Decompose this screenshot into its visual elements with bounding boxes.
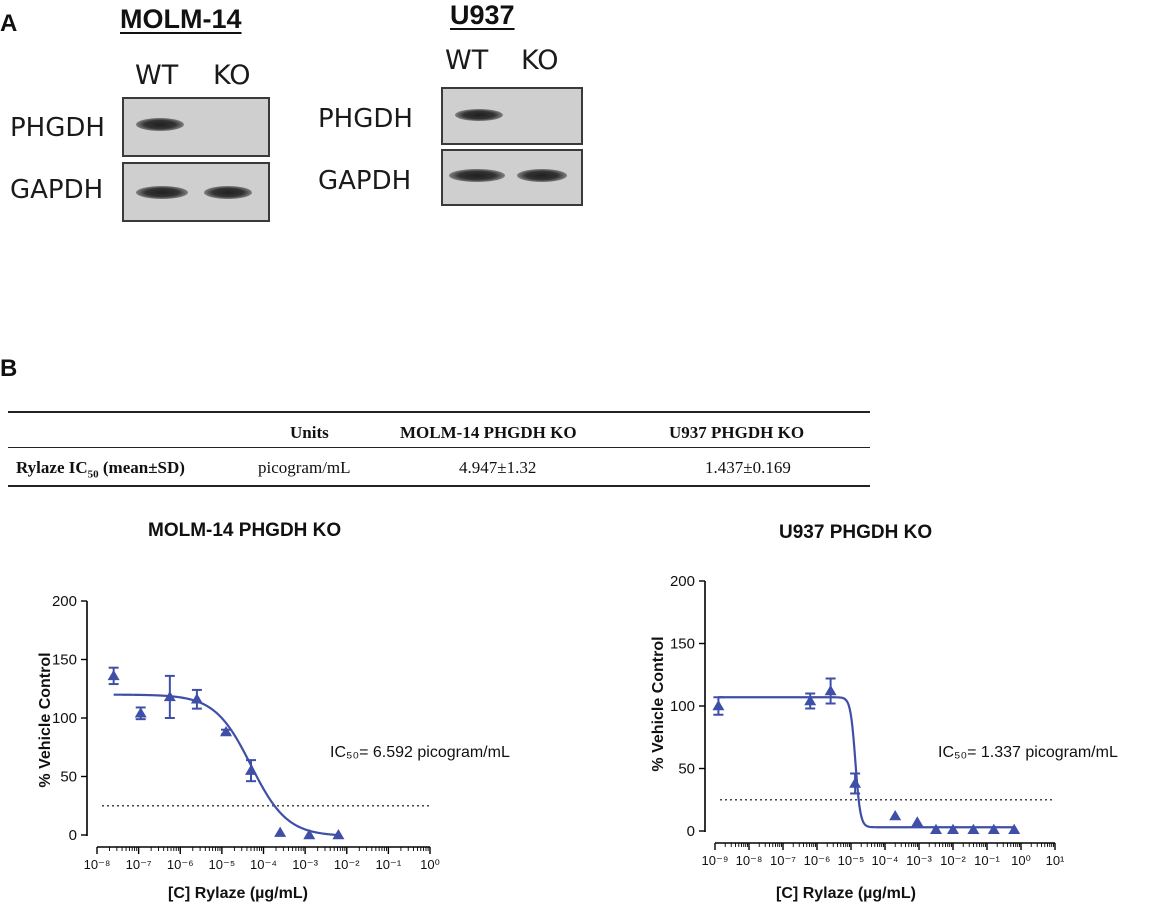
row-label-main: Rylaze IC (16, 458, 88, 477)
panel-b-letter: B (0, 355, 18, 382)
y-tick-label: 150 (670, 636, 695, 653)
y-tick-label: 50 (60, 769, 77, 786)
chart-title-molm14: MOLM-14 PHGDH KO (148, 520, 342, 541)
band (449, 169, 505, 182)
data-point (930, 823, 942, 834)
x-tick-label: 10¹ (1046, 853, 1065, 868)
x-tick-label: 10⁻¹ (376, 857, 402, 872)
lane-label-wt: WT (445, 45, 489, 76)
data-point (107, 669, 120, 681)
dose-response-chart-molm14: 0 50 100 150 200 10⁻⁸ 10⁻⁷ 10⁻⁶ 10⁻⁵ 10⁻⁴ 10⁻³ 10⁻²… (37, 593, 510, 902)
x-tick-label: 10⁻⁸ (736, 853, 763, 868)
table-row-label: Rylaze IC50 (mean±SD) (16, 458, 185, 480)
band (455, 109, 503, 121)
blot-title-u937: U937 (450, 0, 515, 30)
lane-label-wt: WT (135, 60, 179, 91)
x-tick-label: 10⁻⁹ (702, 853, 729, 868)
x-tick-label: 10⁰ (1011, 853, 1031, 868)
x-tick-label: 10⁻² (940, 853, 966, 868)
band (136, 186, 188, 199)
y-tick-label: 0 (69, 827, 77, 844)
data-point (987, 823, 1000, 834)
table-cell-u937: 1.437±0.169 (705, 458, 791, 477)
chart-title-u937: U937 PHGDH KO (779, 522, 933, 543)
row-label-sub: 50 (87, 468, 99, 481)
dose-response-chart-u937: 0 50 100 150 200 10⁻⁹ 10⁻⁸ 10⁻⁷ 10⁻⁶ 10⁻⁵ 10⁻⁴ 10⁻³… (650, 573, 1118, 902)
x-tick-label: 10⁰ (420, 857, 440, 872)
ic50-annotation: IC₅₀= 6.592 picogram/mL (330, 744, 510, 761)
table-cell-units: picogram/mL (258, 458, 351, 477)
x-tick-label: 10⁻⁴ (250, 857, 277, 872)
x-tick-label: 10⁻⁴ (872, 853, 899, 868)
data-point (220, 726, 233, 737)
data-point (804, 695, 817, 706)
data-point (967, 823, 980, 834)
y-tick-label: 200 (52, 593, 77, 610)
lane-label-ko: KO (213, 60, 251, 91)
blot-strip-phgdh (122, 97, 270, 157)
x-axis-label: [C] Rylaze (µg/mL) (776, 885, 916, 902)
y-tick-label: 0 (687, 823, 695, 840)
row-label-tail: (mean±SD) (98, 458, 185, 477)
x-tick-label: 10⁻⁶ (167, 857, 194, 872)
data-point (274, 826, 287, 837)
band (517, 169, 567, 182)
x-tick-label: 10⁻⁸ (84, 857, 111, 872)
data-point (849, 777, 862, 788)
table-rule-mid (8, 447, 870, 448)
table-header-molm14: MOLM-14 PHGDH KO (400, 423, 577, 442)
x-tick-label: 10⁻³ (906, 853, 932, 868)
table-rule-bottom (8, 485, 870, 487)
blot-strip-gapdh (122, 162, 270, 222)
data-point (303, 829, 316, 840)
x-tick-label: 10⁻⁷ (770, 853, 796, 868)
lane-label-ko: KO (521, 45, 559, 76)
band (136, 118, 184, 131)
data-point (332, 829, 345, 840)
fit-curve (113, 693, 339, 837)
y-axis-label: % Vehicle Control (37, 652, 54, 787)
x-tick-label: 10⁻³ (292, 857, 318, 872)
data-point (824, 685, 837, 696)
data-point (1008, 823, 1021, 834)
data-point (245, 764, 258, 775)
x-tick-label: 10⁻² (334, 857, 360, 872)
y-tick-label: 50 (678, 761, 695, 778)
fit-curve (718, 696, 1015, 829)
table-rule-top (8, 411, 870, 413)
data-point (911, 816, 924, 827)
x-tick-label: 10⁻¹ (974, 853, 1000, 868)
protein-label-phgdh: PHGDH (10, 113, 105, 143)
table-header-units: Units (290, 423, 329, 442)
band (204, 186, 252, 199)
panel-a-letter: A (0, 10, 18, 37)
data-point (712, 700, 725, 711)
y-tick-label: 100 (670, 698, 695, 715)
x-tick-label: 10⁻⁶ (804, 853, 831, 868)
protein-label-gapdh: GAPDH (10, 175, 104, 205)
y-tick-label: 200 (670, 573, 695, 590)
x-axis-label: [C] Rylaze (µg/mL) (168, 885, 308, 902)
blot-strip-gapdh (441, 149, 583, 206)
table-cell-molm14: 4.947±1.32 (459, 458, 537, 477)
table-header-u937: U937 PHGDH KO (669, 423, 805, 442)
x-tick-label: 10⁻⁵ (209, 857, 236, 872)
protein-label-gapdh: GAPDH (318, 166, 412, 196)
data-point (889, 810, 902, 821)
y-tick-label: 150 (52, 652, 77, 669)
data-point (190, 693, 203, 704)
x-tick-label: 10⁻⁵ (838, 853, 865, 868)
data-point (947, 823, 959, 834)
y-axis-label: % Vehicle Control (650, 636, 667, 771)
protein-label-phgdh: PHGDH (318, 104, 413, 134)
ic50-annotation: IC₅₀= 1.337 picogram/mL (938, 744, 1118, 761)
y-tick-label: 100 (52, 710, 77, 727)
blot-strip-phgdh (441, 87, 583, 145)
blot-title-molm14: MOLM-14 (120, 4, 242, 34)
data-point (134, 707, 147, 718)
x-tick-label: 10⁻⁷ (126, 857, 152, 872)
data-point (163, 690, 176, 702)
